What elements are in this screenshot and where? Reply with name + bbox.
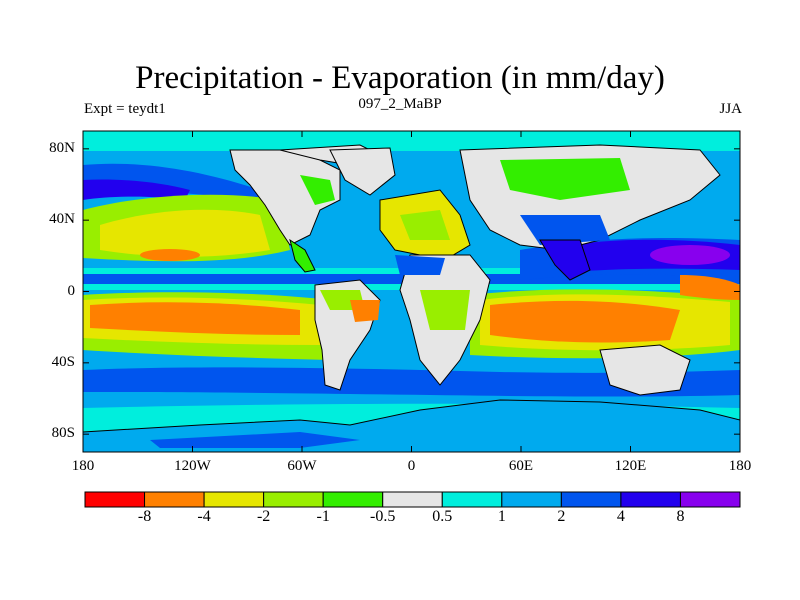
axis-ticks — [82, 131, 741, 452]
colorbar-swatch — [620, 491, 681, 508]
colorbar-label: -0.5 — [370, 508, 396, 525]
colorbar-label: 8 — [676, 508, 685, 525]
lat-label: 40N — [49, 211, 75, 228]
colorbar-swatch — [382, 491, 443, 508]
colorbar-swatch — [84, 491, 146, 508]
colorbar-label: -2 — [256, 508, 271, 525]
lon-label: 120W — [174, 458, 211, 474]
lon-label: 120E — [614, 458, 647, 474]
season-label: JJA — [719, 101, 742, 117]
experiment-label: Expt = teydt1 — [84, 101, 166, 117]
lon-label: 60W — [287, 458, 317, 474]
colorbar-label: 0.5 — [432, 508, 453, 525]
colorbar-label: -1 — [316, 508, 330, 525]
precip-field — [83, 131, 740, 452]
lon-label: 60E — [508, 458, 534, 474]
colorbar-label: -4 — [197, 508, 211, 525]
lat-label: 80N — [49, 139, 75, 156]
colorbar-swatch — [263, 491, 324, 508]
lat-label: 0 — [67, 282, 76, 299]
subtitle-label: 097_2_MaBP — [358, 96, 442, 112]
colorbar-swatch — [203, 491, 265, 508]
colorbar-swatch — [441, 491, 503, 508]
colorbar — [84, 491, 741, 508]
lon-label: 180 — [728, 458, 752, 474]
colorbar-label: -8 — [137, 508, 152, 525]
colorbar-swatch — [144, 491, 205, 508]
lat-label: 80S — [51, 425, 75, 442]
colorbar-swatch — [679, 491, 741, 508]
colorbar-swatch — [322, 491, 384, 508]
colorbar-swatch — [560, 491, 622, 508]
colorbar-swatch — [501, 491, 562, 508]
map-title: Precipitation - Evaporation (in mm/day) — [135, 60, 665, 96]
colorbar-label: 4 — [616, 508, 625, 525]
lon-label: 180 — [71, 458, 95, 474]
continents — [83, 144, 740, 452]
lon-label: 0 — [407, 458, 416, 474]
colorbar-label: 2 — [557, 508, 566, 525]
lat-label: 40S — [51, 353, 75, 370]
colorbar-label: 1 — [497, 508, 506, 525]
